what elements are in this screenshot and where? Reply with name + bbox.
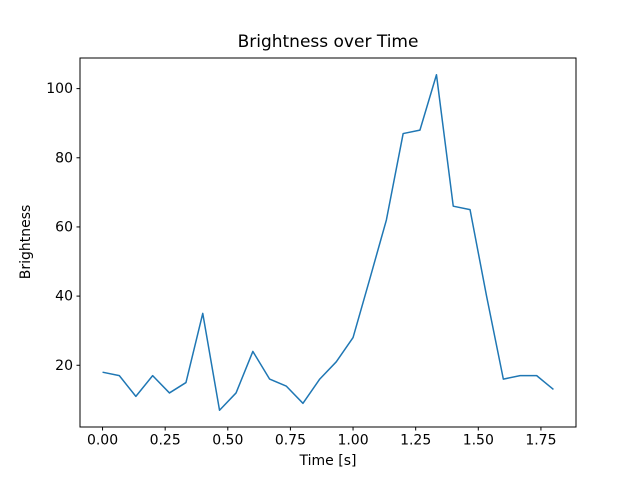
axes-spines xyxy=(79,57,577,428)
x-tick-label: 0.75 xyxy=(275,433,306,449)
y-tick-label: 40 xyxy=(55,289,73,305)
y-axis-label: Brightness xyxy=(18,205,34,280)
y-tick-label: 20 xyxy=(55,358,73,374)
x-tick-label: 0.50 xyxy=(212,433,243,449)
chart-title: Brightness over Time xyxy=(238,32,419,52)
y-tick-label: 100 xyxy=(46,81,73,97)
x-tick-label: 1.50 xyxy=(463,433,494,449)
data-line xyxy=(102,74,554,411)
plot-area: 0.00 0.25 0.50 0.75 1.00 1.25 1.50 1.75 20 40 60 80… xyxy=(46,57,577,449)
x-tick-label: 0.25 xyxy=(150,433,181,449)
x-tick-label: 0.00 xyxy=(87,433,118,449)
x-tick-label: 1.00 xyxy=(337,433,368,449)
x-axis-label: Time [s] xyxy=(299,453,357,469)
x-tick-label: 1.25 xyxy=(400,433,431,449)
y-tick-label: 60 xyxy=(55,219,73,235)
x-tick-label: 1.75 xyxy=(525,433,556,449)
y-tick-label: 80 xyxy=(55,150,73,166)
